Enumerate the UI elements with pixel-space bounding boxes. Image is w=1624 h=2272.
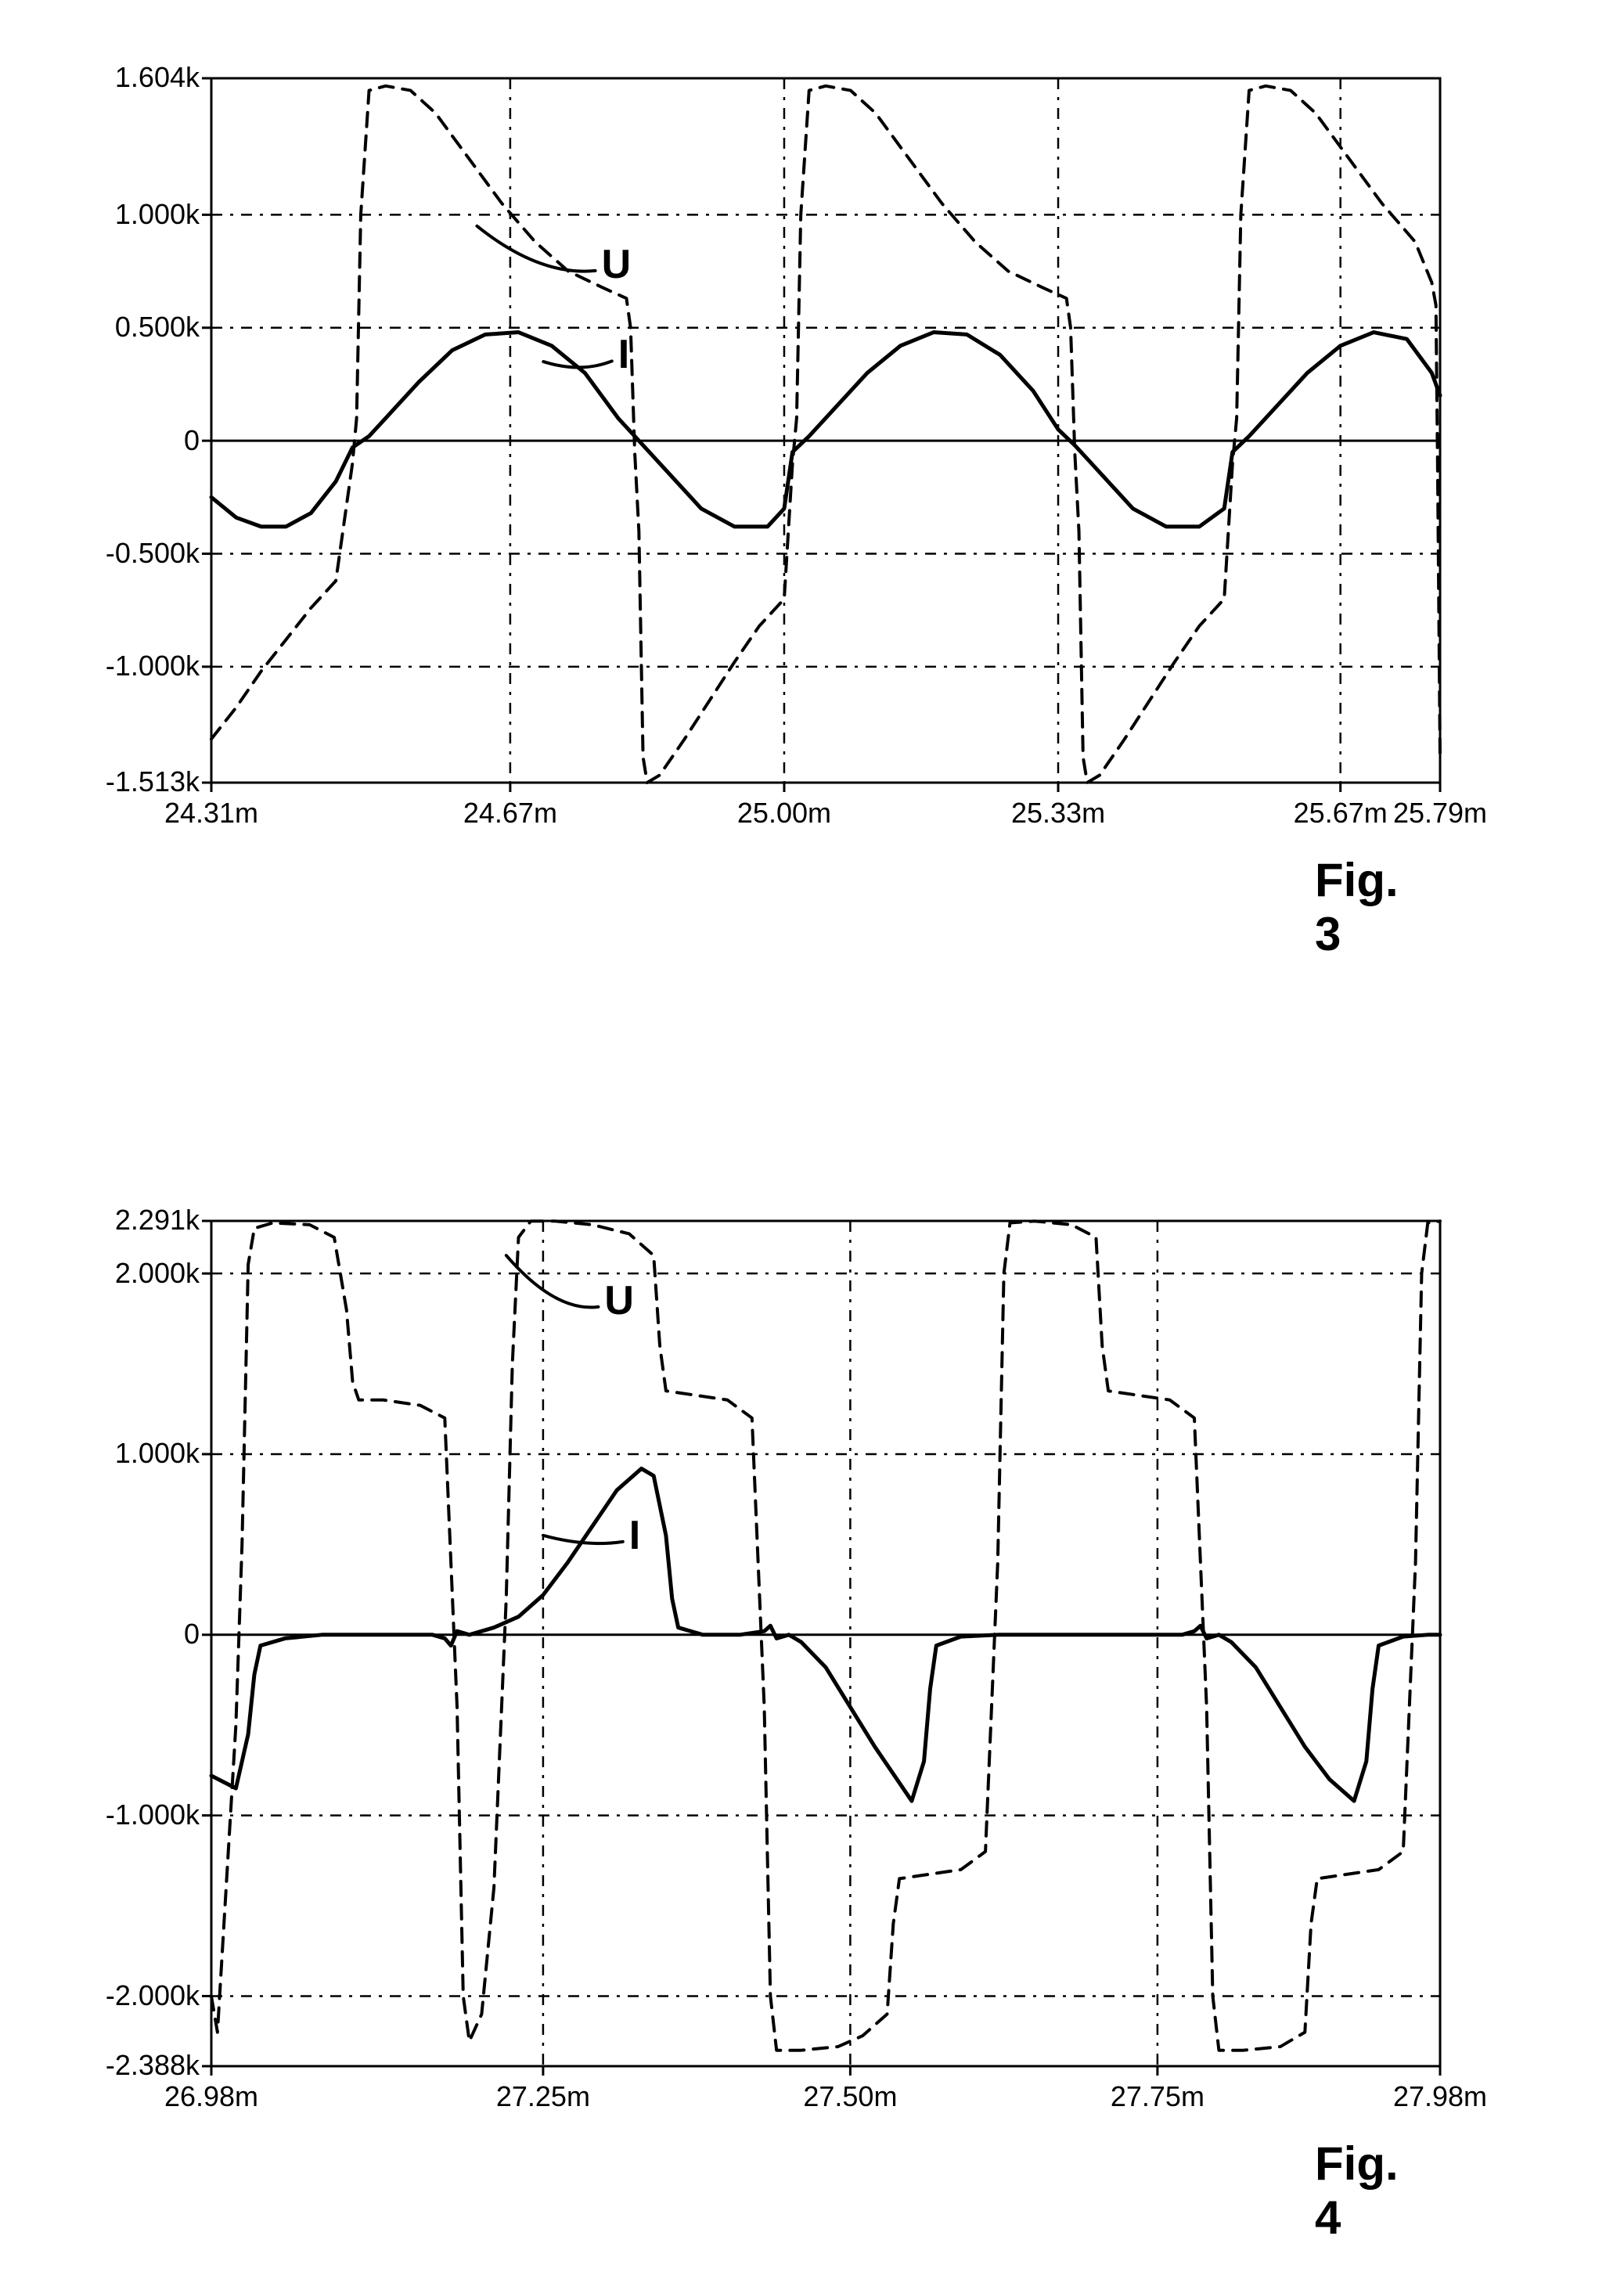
y-tick-label: -2.000k	[90, 1979, 200, 2012]
y-tick-label: -2.388k	[90, 2049, 200, 2082]
y-tick-label: -1.000k	[90, 650, 200, 682]
x-tick-label: 27.75m	[1111, 2080, 1204, 2113]
series-u-line	[211, 86, 1440, 783]
y-tick-label: 1.604k	[90, 61, 200, 94]
y-tick-label: -1.513k	[90, 765, 200, 798]
x-tick-label: 25.33m	[1011, 797, 1105, 830]
y-tick-label: 1.000k	[90, 1437, 200, 1470]
fig3-series-i-label: I	[618, 331, 629, 378]
fig3-svg	[211, 78, 1440, 783]
series-i-line	[211, 333, 1440, 527]
fig4-plot-area	[211, 1221, 1440, 2066]
x-tick-label: 27.98m	[1393, 2080, 1487, 2113]
fig3-series-u-label: U	[602, 241, 632, 288]
fig4-series-u-label: U	[604, 1277, 634, 1324]
x-tick-label: 25.67m	[1294, 797, 1388, 830]
fig3-caption: Fig. 3	[1315, 853, 1399, 961]
fig4-series-i-label: I	[629, 1512, 640, 1559]
fig4-caption: Fig. 4	[1315, 2137, 1399, 2245]
y-tick-label: 1.000k	[90, 198, 200, 231]
y-tick-label: 2.291k	[90, 1204, 200, 1237]
x-tick-label: 24.31m	[164, 797, 258, 830]
y-tick-label: -1.000k	[90, 1799, 200, 1831]
y-tick-label: 0.500k	[90, 311, 200, 344]
x-tick-label: 25.00m	[737, 797, 831, 830]
x-tick-label: 25.79m	[1393, 797, 1487, 830]
x-tick-label: 24.67m	[463, 797, 557, 830]
y-tick-label: 0	[90, 1618, 200, 1651]
x-tick-label: 27.50m	[803, 2080, 897, 2113]
y-tick-label: 0	[90, 424, 200, 457]
y-tick-label: -0.500k	[90, 537, 200, 570]
fig3-plot-area	[211, 78, 1440, 783]
fig4-svg	[211, 1221, 1440, 2066]
x-tick-label: 26.98m	[164, 2080, 258, 2113]
x-tick-label: 27.25m	[496, 2080, 590, 2113]
y-tick-label: 2.000k	[90, 1257, 200, 1290]
